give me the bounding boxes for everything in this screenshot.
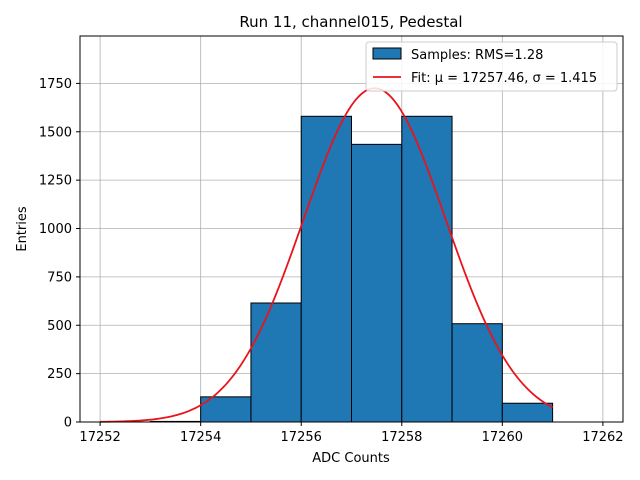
- y-tick-label: 250: [47, 367, 72, 382]
- y-axis-ticks: 0 250 500 750 1000 1250 1500 1750: [39, 77, 80, 431]
- x-tick-label: 17252: [79, 430, 120, 445]
- x-tick-label: 17256: [281, 430, 322, 445]
- histogram-bar: [451, 323, 503, 423]
- x-axis-label: ADC Counts: [312, 451, 390, 466]
- histogram-bar: [200, 396, 252, 423]
- x-tick-label: 17258: [381, 430, 422, 445]
- y-tick-label: 500: [47, 319, 72, 334]
- y-tick-label: 0: [64, 416, 72, 431]
- legend: Samples: RMS=1.28 Fit: μ = 17257.46, σ =…: [365, 41, 618, 92]
- histogram-bar: [401, 115, 453, 423]
- y-tick-label: 1250: [39, 174, 72, 189]
- y-tick-label: 1500: [39, 125, 72, 140]
- histogram-bar: [300, 115, 353, 423]
- legend-label-samples: Samples: RMS=1.28: [411, 48, 543, 63]
- legend-label-fit: Fit: μ = 17257.46, σ = 1.415: [411, 71, 597, 86]
- histogram-bar: [501, 402, 554, 423]
- y-tick-label: 1750: [39, 77, 72, 92]
- legend-box: [365, 41, 618, 92]
- histogram-bar: [351, 143, 403, 423]
- histogram-bar: [250, 302, 302, 423]
- fit-curve: [100, 87, 554, 423]
- x-tick-label: 17254: [180, 430, 221, 445]
- chart-title: Run 11, channel015, Pedestal: [239, 13, 462, 31]
- x-tick-label: 17260: [482, 430, 523, 445]
- y-tick-label: 1000: [39, 222, 72, 237]
- y-axis-label: Entries: [15, 206, 30, 252]
- legend-patch-samples: [372, 47, 402, 60]
- histogram-bars: [149, 115, 554, 423]
- x-axis-ticks: 17252 17254 17256 17258 17260 17262: [79, 422, 624, 445]
- x-tick-label: 17262: [582, 430, 623, 445]
- fit-curve-group: [100, 87, 554, 423]
- y-tick-label: 750: [47, 270, 72, 285]
